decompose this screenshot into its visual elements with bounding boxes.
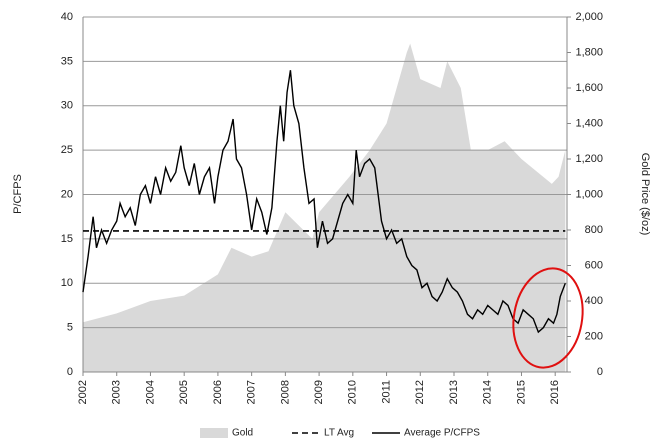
y2-tick-label: 1,600 (575, 82, 603, 94)
y2-axis-label: Gold Price ($/oz) (639, 153, 651, 236)
y2-tick-label: 1,200 (575, 153, 603, 165)
x-tick-label: 2008 (279, 380, 291, 404)
x-tick-label: 2014 (482, 380, 494, 404)
legend-swatch (200, 428, 228, 438)
y-tick-label: 30 (61, 100, 73, 112)
x-tick-label: 2013 (448, 380, 460, 404)
x-tick-label: 2012 (414, 380, 426, 404)
y-tick-label: 35 (61, 55, 73, 67)
y-tick-label: 25 (61, 144, 73, 156)
x-tick-label: 2005 (178, 380, 190, 404)
legend-label: Average P/CFPS (404, 428, 480, 439)
y2-tick-label: 1,400 (575, 117, 603, 129)
y-tick-label: 15 (61, 233, 73, 245)
x-tick-label: 2002 (77, 380, 89, 404)
x-tick-label: 2006 (212, 380, 224, 404)
y-axis-label: P/CFPS (12, 174, 24, 214)
y2-tick-label: 600 (585, 259, 603, 271)
y-tick-label: 5 (67, 322, 73, 334)
y2-tick-label: 1,000 (575, 188, 603, 200)
y2-tick-label: 200 (585, 330, 603, 342)
highlight-circle (512, 267, 584, 369)
gold-area (83, 43, 566, 372)
x-tick-label: 2015 (515, 380, 527, 404)
y-tick-label: 20 (61, 188, 73, 200)
x-tick-label: 2003 (111, 380, 123, 404)
legend-label: LT Avg (324, 428, 354, 439)
y-tick-label: 40 (61, 11, 73, 23)
y-tick-label: 0 (67, 366, 73, 378)
x-tick-label: 2007 (246, 380, 258, 404)
pcfps-line (82, 70, 566, 334)
y2-tick-label: 0 (597, 366, 603, 378)
x-tick-label: 2004 (144, 380, 156, 404)
x-tick-label: 2016 (549, 380, 561, 404)
x-tick-label: 2011 (380, 380, 392, 404)
x-tick-label: 2009 (313, 380, 325, 404)
y2-tick-label: 800 (585, 224, 603, 236)
x-tick-label: 2010 (347, 380, 359, 404)
y2-tick-label: 1,800 (575, 46, 603, 58)
y2-tick-label: 400 (585, 295, 603, 307)
y-tick-label: 10 (61, 277, 73, 289)
legend-label: Gold (232, 428, 253, 439)
y2-tick-label: 2,000 (575, 11, 603, 23)
